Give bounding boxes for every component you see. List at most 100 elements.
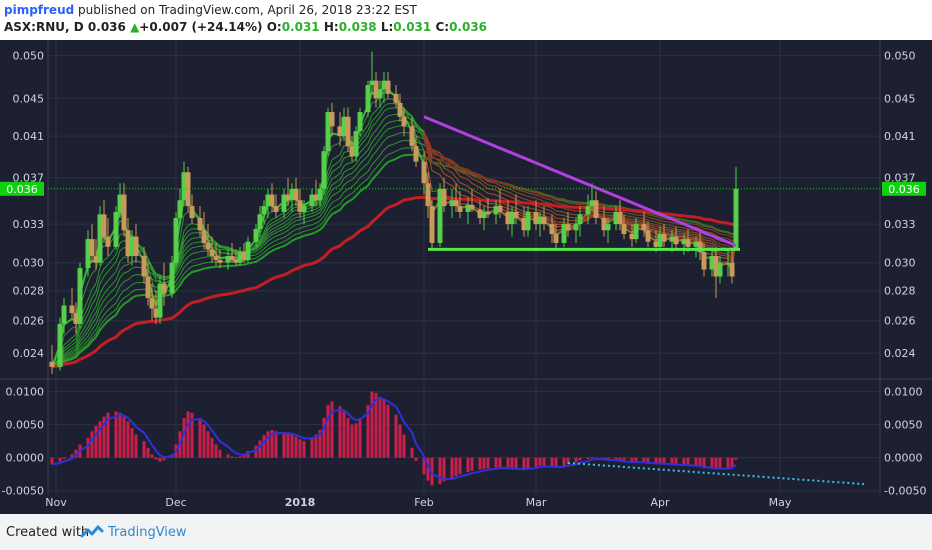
footer-bar: Created with TradingView: [0, 514, 932, 550]
candle-body: [601, 217, 607, 231]
osc-histogram-bar: [410, 447, 414, 458]
candle-body: [613, 211, 619, 225]
candle-body: [85, 239, 91, 269]
author-link[interactable]: pimpfreud: [4, 3, 75, 17]
osc-histogram-bar: [382, 399, 386, 458]
candle-body: [205, 242, 211, 250]
osc-histogram-bar: [182, 418, 186, 458]
osc-histogram-bar: [218, 449, 222, 458]
osc-histogram-bar: [62, 457, 66, 459]
osc-histogram-bar: [126, 421, 130, 458]
candle-body: [225, 256, 231, 263]
osc-histogram-bar: [314, 434, 318, 458]
osc-histogram-bar: [694, 457, 698, 467]
osc-histogram-bar: [498, 457, 502, 468]
candle-body: [621, 224, 627, 235]
candle-body: [541, 216, 547, 225]
osc-histogram-bar: [398, 424, 402, 458]
candle-body: [289, 188, 295, 201]
chart-area[interactable]: 0.024 0.024 0.026 0.026 0.028 0.028 0.030 0.030…: [0, 40, 932, 514]
osc-histogram-bar: [658, 457, 662, 464]
osc-histogram-bar: [586, 457, 590, 459]
candle-body: [209, 249, 215, 257]
osc-histogram-bar: [198, 418, 202, 458]
osc-histogram-bar: [734, 457, 738, 460]
candle-body: [409, 126, 415, 147]
osc-histogram-bar: [286, 433, 290, 458]
candle-body: [641, 224, 647, 231]
y-tick-label-left: 0.037: [13, 172, 45, 185]
candle-body: [733, 188, 739, 250]
candle-body: [169, 262, 175, 294]
osc-histogram-bar: [402, 434, 406, 458]
ribbon-ma-line: [51, 91, 737, 368]
osc-histogram-bar: [130, 427, 134, 458]
osc-histogram-bar: [190, 412, 194, 458]
y-tick-label-right: 0.050: [884, 50, 916, 63]
osc-histogram-bar: [142, 441, 146, 458]
osc-tick-label-right: -0.0050: [884, 485, 926, 498]
candle-body: [717, 262, 723, 277]
candle-body: [469, 204, 475, 210]
tradingview-brand-link[interactable]: TradingView: [108, 525, 187, 540]
osc-tick-label-right: 0.0050: [884, 419, 923, 432]
osc-histogram-bar: [710, 457, 714, 469]
close-label: C:: [435, 20, 450, 34]
ribbon-ma-line-down: [423, 155, 737, 235]
candle-body: [309, 194, 315, 207]
candle-body: [241, 252, 247, 261]
osc-histogram-bar: [206, 431, 210, 458]
candle-body: [481, 211, 487, 218]
candle-body: [669, 236, 675, 242]
osc-histogram-bar: [210, 437, 214, 458]
osc-histogram-bar: [318, 429, 322, 458]
candle-body: [729, 262, 735, 277]
candle-body: [353, 131, 359, 157]
osc-histogram-bar: [618, 457, 622, 462]
high-label: H:: [323, 20, 339, 34]
osc-histogram-bar: [634, 457, 638, 463]
candle-body: [201, 230, 207, 243]
osc-histogram-bar: [326, 404, 330, 458]
candle-body: [57, 323, 63, 367]
symbol-label: ASX:RNU, D: [4, 20, 84, 34]
tradingview-logo-icon[interactable]: [80, 524, 104, 540]
osc-histogram-bar: [454, 457, 458, 477]
price-value: 0.036: [87, 20, 126, 34]
candle-body: [321, 151, 327, 189]
ribbon-ma-line: [51, 139, 737, 368]
osc-histogram-bar: [662, 457, 666, 465]
low-label: L:: [380, 20, 394, 34]
osc-histogram-bar: [646, 457, 650, 464]
osc-histogram-bar: [122, 416, 126, 458]
osc-histogram-bar: [270, 429, 274, 458]
x-tick-label: 2018: [285, 496, 316, 509]
osc-histogram-bar: [642, 457, 646, 463]
osc-histogram-bar: [234, 457, 238, 459]
osc-histogram-bar: [158, 457, 162, 462]
candle-body: [485, 211, 491, 215]
osc-tick-label-left: 0.0100: [6, 386, 45, 399]
candle-body: [177, 200, 183, 218]
candle-body: [345, 116, 351, 147]
osc-histogram-bar: [366, 404, 370, 458]
osc-histogram-bar: [282, 432, 286, 458]
candle-body: [357, 112, 363, 132]
osc-histogram-bar: [86, 437, 90, 458]
x-tick-label: May: [769, 496, 792, 509]
osc-histogram-bar: [702, 457, 706, 469]
y-tick-label-right: 0.037: [884, 172, 916, 185]
change-value: +0.007 (+24.14%): [139, 20, 263, 34]
osc-histogram-bar: [102, 416, 106, 458]
candle-body: [577, 214, 583, 225]
osc-histogram-bar: [258, 440, 262, 458]
candle-body: [261, 206, 267, 215]
osc-histogram-bar: [162, 457, 166, 461]
candle-body: [693, 241, 699, 247]
osc-histogram-bar: [214, 444, 218, 458]
y-tick-label-right: 0.033: [884, 218, 916, 231]
publish-line: pimpfreud published on TradingView.com, …: [4, 3, 417, 17]
candle-body: [701, 252, 707, 270]
last-price-label-right: 0.036: [888, 183, 920, 196]
chart-canvas[interactable]: 0.024 0.024 0.026 0.026 0.028 0.028 0.030 0.030…: [0, 40, 932, 514]
